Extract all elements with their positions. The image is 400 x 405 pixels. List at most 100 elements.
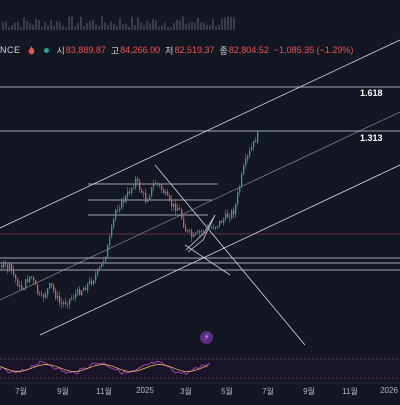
candle-body (135, 178, 137, 188)
volume-bar (215, 26, 217, 30)
candle-body (163, 190, 165, 194)
candle-body (247, 155, 249, 159)
candle-body (223, 219, 225, 223)
volume-bar (152, 18, 154, 30)
volume-bar (167, 26, 169, 30)
candle-body (109, 237, 111, 246)
volume-bar (14, 22, 16, 30)
candle-body (185, 227, 187, 232)
candle-body (131, 187, 133, 194)
candle-body (29, 276, 31, 283)
change-value: −1,085.35 (−1.29%) (273, 45, 354, 55)
volume-bar (170, 27, 172, 30)
volume-bar (230, 16, 232, 30)
volume-bar (146, 20, 148, 30)
x-tick-label: 9월 (303, 387, 315, 396)
candle-body (245, 158, 247, 166)
volume-bar (50, 19, 52, 30)
candle-body (81, 290, 83, 296)
candle-body (191, 231, 193, 238)
candle-body (207, 227, 209, 230)
volume-bar (74, 26, 76, 30)
volume-bar (59, 22, 61, 30)
candle-body (243, 165, 245, 175)
channel-lower-line (39, 164, 400, 336)
x-tick-label: 7월 (15, 387, 27, 396)
rsi-signal-line (0, 364, 209, 372)
candle-body (35, 280, 37, 285)
channel-upper-line (0, 39, 400, 229)
volume-bar (83, 25, 85, 30)
volume-bar (38, 20, 40, 30)
volume-bar (197, 17, 199, 30)
candle-body (5, 262, 7, 265)
volume-bar (62, 25, 64, 30)
volume-bar (53, 26, 55, 30)
candle-body (119, 208, 121, 211)
low-value: 82,519.37 (174, 45, 215, 55)
volume-bar (71, 16, 73, 30)
volume-bar (116, 26, 118, 30)
volume-bar (140, 22, 142, 30)
candle-body (239, 186, 241, 193)
candle-body (225, 213, 227, 220)
candle-body (211, 227, 213, 229)
candle-body (49, 283, 51, 289)
candle-body (157, 182, 159, 185)
volume-bar (125, 23, 127, 30)
candle-body (231, 210, 233, 218)
volume-bar (182, 16, 184, 30)
ohlc-header: NCE 시 83,889.87 고 84,266.00 저 82,519.37 … (0, 40, 400, 60)
candle-body (91, 280, 93, 284)
candle-body (45, 294, 47, 298)
candle-body (73, 298, 75, 299)
lightning-icon[interactable]: ⚡ (200, 331, 213, 344)
candle-body (175, 203, 177, 211)
volume-bar (20, 27, 22, 30)
volume-bar (134, 25, 136, 30)
symbol-label: NCE (0, 45, 21, 55)
candle-body (213, 227, 215, 229)
candle-body (139, 180, 141, 190)
volume-bar (128, 27, 130, 30)
volume-bar (104, 22, 106, 30)
candle-body (21, 285, 23, 290)
candle-body (69, 298, 71, 305)
candle-body (93, 280, 95, 284)
volume-bar (89, 21, 91, 30)
volume-bar (188, 22, 190, 30)
open-label: 시 (56, 45, 65, 56)
volume-bar (98, 25, 100, 30)
volume-bar (80, 16, 82, 30)
volume-bar (68, 16, 70, 30)
candle-body (87, 283, 89, 290)
candle-body (17, 278, 19, 287)
candle-body (13, 269, 15, 275)
volume-bar (149, 23, 151, 30)
candle-body (77, 289, 79, 294)
volume-bar (35, 18, 37, 30)
candle-body (167, 191, 169, 196)
candle-body (85, 288, 87, 290)
candle-body (151, 187, 153, 196)
candle-body (199, 231, 201, 233)
volume-strip (2, 16, 235, 30)
candle-body (3, 262, 5, 268)
candle-body (75, 293, 77, 299)
candle-body (215, 226, 217, 229)
x-tick-label: 11월 (96, 387, 112, 396)
volume-bar (122, 23, 124, 30)
candle-body (219, 220, 221, 226)
candle-body (173, 203, 175, 207)
candle-body (107, 245, 109, 257)
candle-body (145, 193, 147, 203)
wedge-line (184, 244, 231, 276)
candle-body (253, 140, 255, 148)
candle-body (103, 261, 105, 264)
volume-bar (23, 17, 25, 30)
candle-body (147, 199, 149, 203)
candle-body (115, 209, 117, 219)
volume-bar (200, 22, 202, 30)
candle-body (133, 187, 135, 189)
x-tick-label: 3월 (180, 387, 192, 396)
